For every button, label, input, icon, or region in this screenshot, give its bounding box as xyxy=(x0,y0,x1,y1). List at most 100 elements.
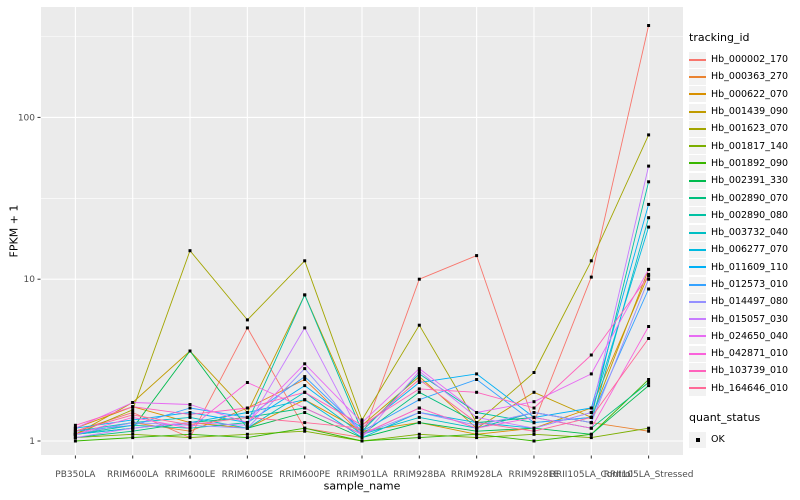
data-point xyxy=(303,326,307,330)
legend-entry: Hb_002890_080 xyxy=(689,207,799,224)
data-point xyxy=(475,429,479,433)
legend-key xyxy=(689,172,706,189)
data-point xyxy=(647,378,651,381)
x-axis-title: sample_name xyxy=(323,479,401,493)
data-point xyxy=(647,429,651,433)
data-point xyxy=(360,432,364,436)
y-tick-label: 10 xyxy=(24,275,36,285)
legend-key xyxy=(689,120,706,137)
legend-entry: Hb_001439_090 xyxy=(689,103,799,120)
data-point xyxy=(589,353,593,357)
data-point xyxy=(475,390,479,394)
data-point xyxy=(475,415,479,419)
series-color-line-icon xyxy=(689,197,706,200)
legend-key xyxy=(689,103,706,120)
data-point xyxy=(532,429,536,433)
data-point xyxy=(245,426,249,430)
data-point xyxy=(131,413,135,417)
x-tick-label: RRIM600SE xyxy=(222,470,274,480)
data-point xyxy=(647,180,651,184)
data-point xyxy=(532,400,536,404)
data-point xyxy=(303,259,307,263)
legend-key xyxy=(689,345,706,362)
data-point xyxy=(532,406,536,410)
data-point xyxy=(131,426,135,430)
legend-entry: Hb_012573_010 xyxy=(689,276,799,293)
legend-key xyxy=(689,207,706,224)
data-point xyxy=(188,426,192,430)
data-point xyxy=(532,411,536,414)
data-point xyxy=(131,405,135,409)
legend-entry-label: Hb_002890_070 xyxy=(711,192,789,204)
data-point xyxy=(532,371,536,374)
legend-entry: Hb_001623_070 xyxy=(689,120,799,137)
data-point xyxy=(647,287,651,291)
data-point xyxy=(589,372,593,376)
data-point xyxy=(245,406,249,410)
legend-entry: Hb_014497_080 xyxy=(689,293,799,310)
x-tick-label: RRIM928BA xyxy=(393,470,446,480)
data-point xyxy=(417,323,421,327)
legend-entry-label: Hb_042871_010 xyxy=(711,348,789,360)
data-point xyxy=(303,421,307,425)
data-point xyxy=(417,398,421,402)
data-point xyxy=(417,432,421,436)
data-point xyxy=(589,415,593,419)
data-point xyxy=(303,384,307,388)
legend-entry-label: Hb_103739_010 xyxy=(711,365,789,377)
x-tick-label: RRII105LA_Control xyxy=(550,470,633,480)
data-point xyxy=(647,384,651,388)
ok-point-key xyxy=(689,431,706,448)
legend-key xyxy=(689,190,706,207)
legend-entry-label: Hb_001892_090 xyxy=(711,157,789,169)
data-point xyxy=(417,415,421,419)
legend-key xyxy=(689,380,706,397)
legend-entry-label: Hb_006277_070 xyxy=(711,244,789,256)
data-point xyxy=(417,387,421,391)
legend-entry-ok: OK xyxy=(689,431,799,448)
data-point xyxy=(188,423,192,427)
data-point xyxy=(647,277,651,281)
data-point xyxy=(131,432,135,436)
series-color-line-icon xyxy=(689,214,706,217)
data-point xyxy=(245,411,249,414)
data-point xyxy=(475,432,479,436)
data-point xyxy=(475,436,479,440)
legend-key xyxy=(689,138,706,155)
legend-key xyxy=(689,311,706,328)
series-color-line-icon xyxy=(689,93,706,96)
legend-entry-label: Hb_000002_170 xyxy=(711,54,789,66)
data-point xyxy=(131,401,135,404)
legend-entry: Hb_024650_040 xyxy=(689,328,799,345)
series-color-line-icon xyxy=(689,58,706,61)
legend-entry-label: Hb_015057_030 xyxy=(711,313,789,325)
legend-key xyxy=(689,276,706,293)
legend-entry: Hb_001892_090 xyxy=(689,155,799,172)
data-point xyxy=(360,436,364,440)
legend-entry-label: Hb_003732_040 xyxy=(711,227,789,239)
legend-entries: Hb_000002_170 Hb_000363_270 Hb_000622_070 H… xyxy=(689,51,799,397)
data-point xyxy=(245,421,249,425)
x-tick-label: PB350LA xyxy=(55,470,96,480)
data-point xyxy=(131,421,135,425)
legend-key xyxy=(689,86,706,103)
data-point xyxy=(188,415,192,419)
series-color-line-icon xyxy=(689,179,706,182)
legend-entry: Hb_103739_010 xyxy=(689,362,799,379)
data-point xyxy=(417,367,421,371)
legend-key xyxy=(689,155,706,172)
legend-entry-label: Hb_001623_070 xyxy=(711,123,789,135)
series-color-line-icon xyxy=(689,300,706,303)
data-point xyxy=(245,318,249,322)
data-point xyxy=(647,24,651,27)
data-point xyxy=(303,378,307,381)
data-point xyxy=(73,429,77,433)
legend-entry-label: Hb_011609_110 xyxy=(711,261,789,273)
legend-entry-label: Hb_012573_010 xyxy=(711,279,789,290)
legend-entry-label: Hb_014497_080 xyxy=(711,296,789,308)
data-point xyxy=(532,390,536,394)
legend-panel: tracking_id Hb_000002_170 Hb_000363_270 Hb… xyxy=(689,31,799,448)
data-point xyxy=(475,372,479,376)
